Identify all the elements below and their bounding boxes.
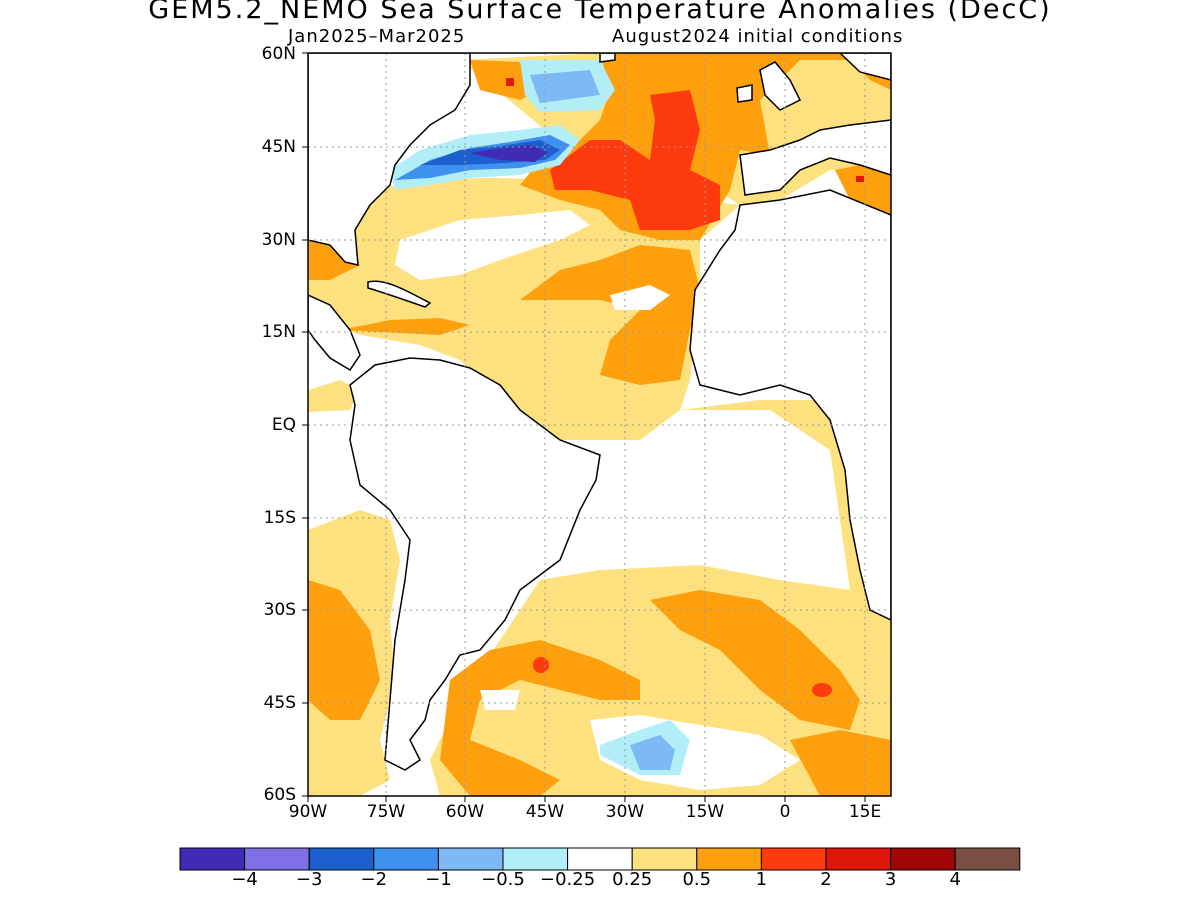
europe-land: [739, 119, 891, 196]
forecast-period: Jan2025–Mar2025: [288, 26, 466, 47]
colorbar-label: −3: [295, 869, 323, 890]
colorbar-swatch: [890, 847, 956, 871]
colorbar-label: 0.5: [682, 869, 712, 890]
colorbar-label: −0.25: [540, 869, 596, 890]
colorbar-swatch: [179, 847, 246, 871]
lon-label: 30W: [605, 802, 645, 822]
colorbar-swatch: [631, 847, 698, 871]
anomaly-region: [790, 730, 891, 796]
lon-label: 0: [779, 802, 791, 822]
anomaly-region: [480, 690, 520, 710]
colorbar-label: −0.5: [481, 869, 525, 890]
africa-land: [689, 189, 891, 621]
anomaly-region: [630, 735, 675, 770]
lat-label: 45S: [263, 693, 296, 713]
lon-label: 15E: [848, 802, 882, 822]
colorbar-swatch: [760, 847, 827, 871]
lat-label: 15S: [263, 508, 296, 528]
colorbar-swatch: [502, 847, 569, 871]
lat-label: 45N: [261, 137, 296, 157]
colorbar-label: −4: [231, 869, 258, 890]
colorbar-swatch: [954, 847, 1021, 871]
north-america-land: [308, 53, 471, 266]
graticule: [308, 53, 891, 796]
anomaly-region: [520, 245, 700, 385]
ireland-land: [736, 84, 753, 103]
lon-label: 60W: [445, 802, 485, 822]
colorbar-label: 4: [949, 869, 961, 890]
colorbar-label: 1: [755, 869, 768, 890]
anomaly-region: [533, 657, 549, 673]
anomaly-region: [812, 683, 832, 697]
lat-label: EQ: [271, 415, 296, 435]
colorbar-swatch: [437, 847, 504, 871]
initial-conditions: August2024 initial conditions: [612, 26, 904, 47]
anomaly-region: [856, 176, 864, 182]
colorbar-label: 0.25: [612, 869, 653, 890]
colorbar-swatch: [567, 847, 633, 871]
lon-label: 15W: [685, 802, 725, 822]
anomaly-region: [470, 145, 548, 162]
lon-label: 45W: [525, 802, 565, 822]
lon-label: 75W: [366, 802, 406, 822]
colorbar: [179, 847, 1021, 871]
lat-label: 60N: [261, 44, 296, 64]
colorbar-swatch: [825, 847, 892, 871]
anomaly-region: [395, 210, 590, 280]
land: [308, 53, 891, 771]
british-isles-land: [759, 61, 802, 111]
south-america-land: [349, 357, 601, 771]
colorbar-swatch: [696, 847, 762, 871]
lat-label: 60S: [263, 785, 296, 805]
lat-label: 30N: [261, 230, 296, 250]
anomaly-region: [530, 70, 600, 103]
cuba-land: [367, 280, 432, 308]
colorbar-label: 2: [820, 869, 832, 890]
colorbar-swatch: [244, 847, 310, 871]
anomaly-region: [308, 580, 380, 720]
anomaly-region: [340, 318, 470, 335]
map-title: GEM5.2_NEMO Sea Surface Temperature Anom…: [148, 0, 1052, 25]
colorbar-label: −1: [425, 869, 452, 890]
anomaly-region: [506, 78, 514, 86]
colorbar-label: 3: [884, 869, 897, 890]
lat-label: 30S: [263, 600, 296, 620]
anomaly-region: [308, 380, 360, 412]
colorbar-swatch: [373, 847, 439, 871]
anomaly-region: [440, 640, 640, 796]
colorbar-swatch: [308, 847, 375, 871]
anomaly-region: [610, 285, 670, 310]
lon-label: 90W: [288, 802, 328, 822]
colorbar-label: −2: [360, 869, 388, 890]
lat-label: 15N: [261, 322, 296, 342]
anomaly-region: [650, 590, 860, 730]
greenland-land: [599, 53, 616, 63]
axis-ticks: [302, 52, 866, 802]
anomaly-region: [550, 90, 720, 230]
